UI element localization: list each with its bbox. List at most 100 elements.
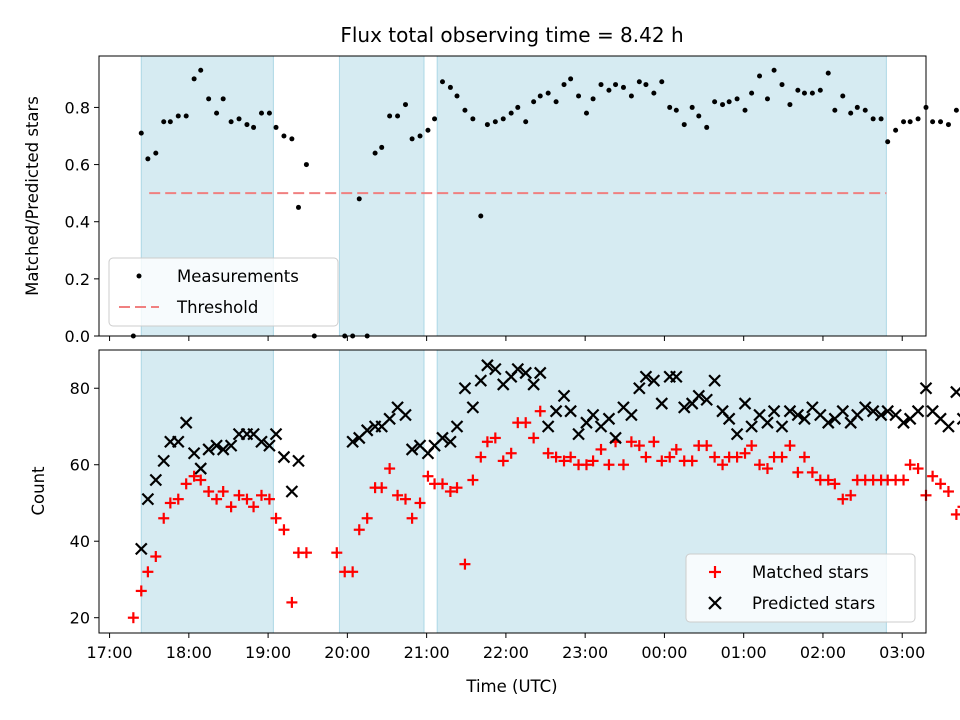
matched-star-point-34 xyxy=(399,493,411,505)
measurement-point-86 xyxy=(795,87,801,93)
matched-star-point-53 xyxy=(542,447,554,459)
measurement-point-40 xyxy=(447,84,453,90)
matched-star-points xyxy=(127,405,960,624)
predicted-star-point-88 xyxy=(836,404,850,418)
measurement-point-59 xyxy=(590,96,596,102)
measurement-point-68 xyxy=(659,79,665,85)
predicted-star-point-51 xyxy=(557,389,571,403)
predicted-star-point-45 xyxy=(511,362,525,376)
predicted-star-point-9 xyxy=(194,462,208,475)
top-panel-frame xyxy=(98,55,927,337)
matched-star-point-65 xyxy=(633,440,645,452)
matched-star-point-102 xyxy=(912,463,924,475)
matched-star-point-108 xyxy=(957,505,960,508)
measurement-point-78 xyxy=(734,96,740,102)
matched-star-point-3 xyxy=(142,566,154,578)
matched-star-point-82 xyxy=(761,463,773,475)
matched-star-point-7 xyxy=(172,493,184,505)
x-tick-label-6: 22:00 xyxy=(483,643,529,662)
measurement-point-85 xyxy=(787,102,793,108)
matched-star-point-72 xyxy=(686,455,698,467)
predicted-star-point-71 xyxy=(708,374,721,387)
measurement-point-79 xyxy=(742,107,748,113)
matched-star-point-58 xyxy=(580,459,592,471)
predicted-star-point-3 xyxy=(149,473,163,487)
predicted-star-point-61 xyxy=(633,381,646,395)
predicted-star-point-63 xyxy=(647,374,661,387)
predicted-star-point-91 xyxy=(858,401,872,414)
measurement-point-33 xyxy=(395,113,401,119)
measurement-point-20 xyxy=(273,124,279,130)
matched-star-point-90 xyxy=(822,474,834,486)
matched-star-point-24 xyxy=(300,547,312,559)
matched-star-point-55 xyxy=(558,455,570,467)
measurement-point-96 xyxy=(870,116,876,122)
matched-star-point-68 xyxy=(656,455,668,467)
predicted-star-point-2 xyxy=(141,492,155,506)
matched-star-point-105 xyxy=(935,478,947,490)
x-tick-label-2: 18:00 xyxy=(166,643,212,662)
predicted-star-point-22 xyxy=(292,454,305,468)
matched-star-point-61 xyxy=(603,459,615,471)
matched-star-point-50 xyxy=(520,417,532,429)
predicted-star-point-82 xyxy=(791,408,805,422)
matched-star-point-32 xyxy=(384,463,396,475)
matched-star-point-67 xyxy=(648,436,660,448)
predicted-star-point-93 xyxy=(874,408,888,422)
matched-star-point-93 xyxy=(845,489,857,501)
measurement-point-50 xyxy=(523,119,529,125)
measurement-point-57 xyxy=(576,93,582,99)
measurement-point-53 xyxy=(545,90,551,96)
matched-star-point-15 xyxy=(233,489,245,501)
measurement-point-60 xyxy=(598,82,604,88)
bottom-y-axis-label: Count xyxy=(29,466,48,516)
measurement-point-54 xyxy=(553,99,559,105)
top-y-tick-label-5: 0.8 xyxy=(65,98,90,117)
bottom-y-tick-label-1: 20 xyxy=(70,609,90,628)
predicted-star-point-104 xyxy=(956,412,960,426)
legend-marker-matched xyxy=(709,566,721,578)
measurement-point-64 xyxy=(628,93,634,99)
measurement-point-37 xyxy=(425,127,431,133)
predicted-star-point-8 xyxy=(187,446,201,460)
measurement-point-15 xyxy=(236,116,242,122)
matched-star-point-25 xyxy=(331,547,343,559)
matched-star-point-78 xyxy=(731,451,743,463)
top-band-3 xyxy=(436,55,887,337)
measurement-point-7 xyxy=(175,113,181,119)
predicted-star-point-13 xyxy=(224,439,238,452)
top-y-axis: 0.0 0.2 0.4 0.6 0.8 xyxy=(65,98,99,346)
matched-star-point-43 xyxy=(467,474,479,486)
predicted-star-point-81 xyxy=(783,404,797,418)
matched-star-point-39 xyxy=(436,478,448,490)
matched-star-point-6 xyxy=(164,497,176,509)
measurement-point-4 xyxy=(153,150,159,156)
predicted-star-point-6 xyxy=(171,435,185,449)
matched-star-point-42 xyxy=(459,558,471,570)
measurement-point-8 xyxy=(183,113,189,119)
matched-star-point-107 xyxy=(950,508,960,520)
top-legend: Measurements Threshold xyxy=(108,257,339,327)
matched-star-point-70 xyxy=(670,443,682,455)
measurement-point-104 xyxy=(930,119,936,125)
matched-star-point-9 xyxy=(188,470,200,482)
predicted-star-point-80 xyxy=(775,420,789,433)
predicted-star-point-42 xyxy=(489,362,502,376)
bottom-legend: Matched stars Predicted stars xyxy=(685,553,916,623)
measurement-point-34 xyxy=(402,102,408,108)
measurement-point-5 xyxy=(161,119,167,125)
legend-marker-measurements xyxy=(136,273,142,279)
measurement-point-38 xyxy=(432,116,438,122)
predicted-star-point-35 xyxy=(436,431,449,445)
x-tick-label-7: 23:00 xyxy=(562,643,608,662)
predicted-star-point-39 xyxy=(466,401,480,414)
matched-star-point-10 xyxy=(195,474,207,486)
x-tick-label-5: 21:00 xyxy=(404,643,450,662)
predicted-star-point-37 xyxy=(450,420,464,433)
predicted-star-point-92 xyxy=(866,404,880,418)
matched-star-point-14 xyxy=(225,501,237,513)
matched-star-point-21 xyxy=(278,524,290,536)
measurement-point-22 xyxy=(289,136,295,142)
matched-star-point-36 xyxy=(414,497,426,509)
measurement-point-17 xyxy=(251,124,257,130)
